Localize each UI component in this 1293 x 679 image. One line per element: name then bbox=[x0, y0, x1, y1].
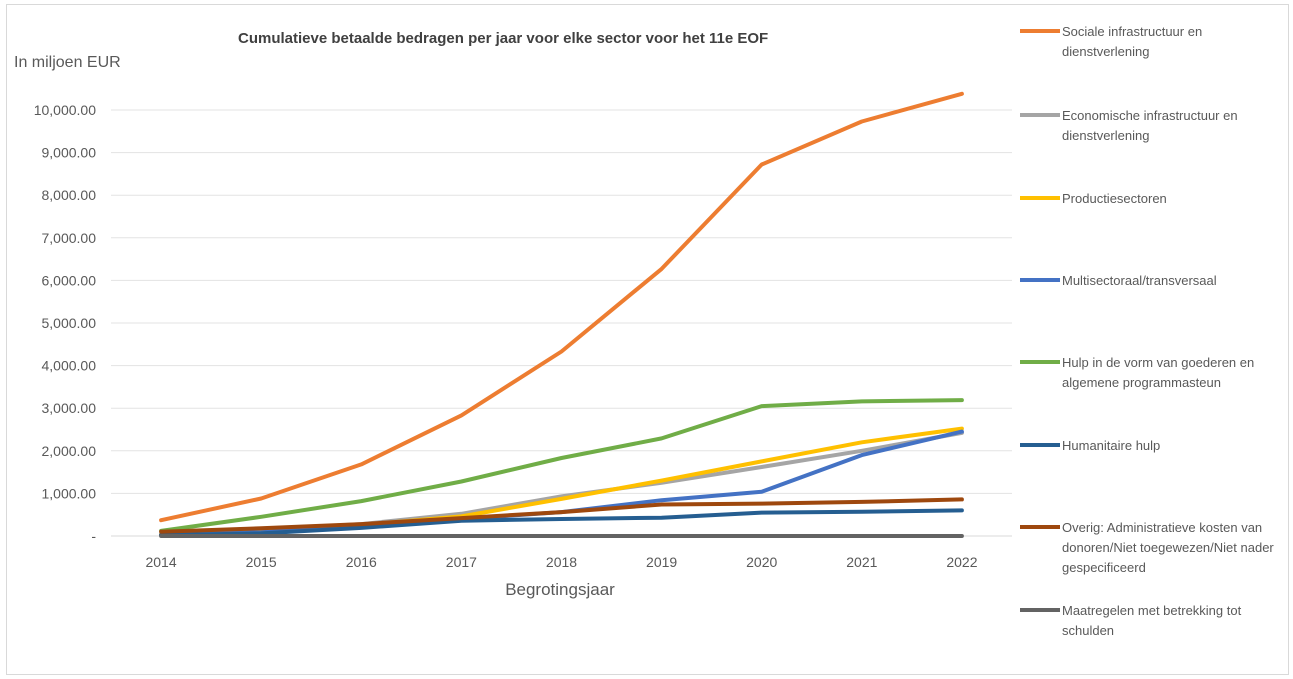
legend-label: Hulp in de vorm van goederen en algemene… bbox=[1062, 355, 1255, 390]
y-tick-label: 2,000.00 bbox=[42, 443, 97, 459]
series-line-5 bbox=[159, 508, 964, 538]
legend-label: Maatregelen met betrekking tot schulden bbox=[1062, 603, 1242, 638]
legend-item-productiesectoren[interactable]: Productiesectoren bbox=[1020, 189, 1288, 209]
x-tick-label: 2016 bbox=[346, 554, 377, 570]
x-tick-label: 2018 bbox=[546, 554, 577, 570]
legend-swatch bbox=[1020, 278, 1060, 282]
y-tick-label: 10,000.00 bbox=[34, 102, 96, 118]
y-tick-label: 8,000.00 bbox=[42, 187, 97, 203]
chart-title: Cumulatieve betaalde bedragen per jaar v… bbox=[238, 30, 769, 47]
x-axis-title: Begrotingsjaar bbox=[505, 580, 615, 599]
x-tick-label: 2014 bbox=[145, 554, 176, 570]
series-line-6 bbox=[159, 497, 964, 534]
legend-item-hulp-goederen[interactable]: Hulp in de vorm van goederen en algemene… bbox=[1020, 353, 1288, 393]
legend-item-multisectoraal[interactable]: Multisectoraal/transversaal bbox=[1020, 271, 1288, 291]
y-tick-label: - bbox=[91, 528, 96, 544]
chart-frame bbox=[6, 4, 1289, 675]
x-tick-label: 2017 bbox=[446, 554, 477, 570]
legend-swatch bbox=[1020, 608, 1060, 612]
legend-item-humanitaire-hulp[interactable]: Humanitaire hulp bbox=[1020, 436, 1288, 456]
y-tick-label: 3,000.00 bbox=[42, 400, 97, 416]
legend-label: Overig: Administratieve kosten van donor… bbox=[1062, 520, 1274, 575]
series-line-4 bbox=[159, 398, 964, 533]
legend-item-sociale-infrastructuur[interactable]: Sociale infrastructuur en dienstverlenin… bbox=[1020, 22, 1288, 62]
y-tick-label: 6,000.00 bbox=[42, 272, 97, 288]
legend-item-overig[interactable]: Overig: Administratieve kosten van donor… bbox=[1020, 518, 1288, 578]
x-tick-label: 2015 bbox=[246, 554, 277, 570]
legend-label: Multisectoraal/transversaal bbox=[1062, 273, 1217, 288]
legend-item-economische-infrastructuur[interactable]: Economische infrastructuur en dienstverl… bbox=[1020, 106, 1288, 146]
legend-swatch bbox=[1020, 113, 1060, 117]
legend-label: Sociale infrastructuur en dienstverlenin… bbox=[1062, 24, 1203, 59]
legend-item-maatregelen-schulden[interactable]: Maatregelen met betrekking tot schulden bbox=[1020, 601, 1288, 641]
y-tick-label: 4,000.00 bbox=[42, 358, 97, 374]
legend-label: Humanitaire hulp bbox=[1062, 438, 1161, 453]
series-line-0 bbox=[159, 91, 964, 523]
y-tick-label: 7,000.00 bbox=[42, 230, 97, 246]
y-tick-label: 5,000.00 bbox=[42, 315, 97, 331]
legend-swatch bbox=[1020, 29, 1060, 33]
x-tick-label: 2019 bbox=[646, 554, 677, 570]
legend-swatch bbox=[1020, 525, 1060, 529]
y-axis-title: In miljoen EUR bbox=[14, 54, 121, 71]
legend-label: Productiesectoren bbox=[1062, 191, 1167, 206]
y-tick-label: 9,000.00 bbox=[42, 145, 97, 161]
y-tick-label: 1,000.00 bbox=[42, 485, 97, 501]
legend-label: Economische infrastructuur en dienstverl… bbox=[1062, 108, 1238, 143]
legend-swatch bbox=[1020, 196, 1060, 200]
x-tick-label: 2021 bbox=[846, 554, 877, 570]
x-tick-label: 2020 bbox=[746, 554, 777, 570]
legend-swatch bbox=[1020, 443, 1060, 447]
x-tick-label: 2022 bbox=[946, 554, 977, 570]
legend-swatch bbox=[1020, 360, 1060, 364]
